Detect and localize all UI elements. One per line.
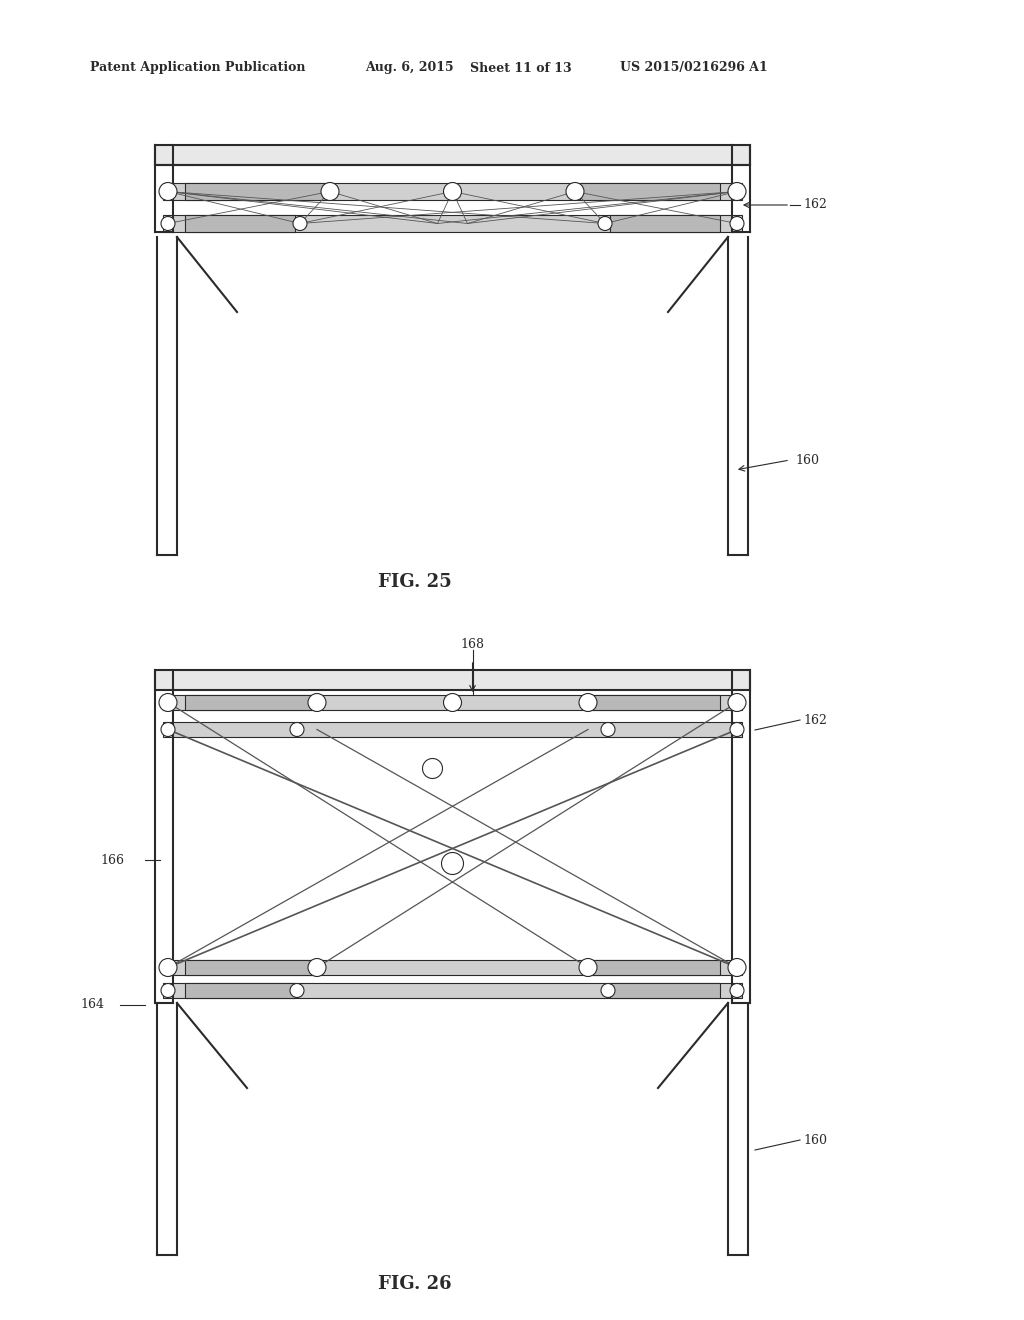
Bar bbox=[155, 145, 750, 165]
Circle shape bbox=[423, 759, 442, 779]
Circle shape bbox=[730, 983, 744, 998]
Bar bbox=[185, 960, 315, 975]
Circle shape bbox=[159, 958, 177, 977]
Bar bbox=[185, 183, 325, 201]
Circle shape bbox=[728, 182, 746, 201]
Circle shape bbox=[730, 722, 744, 737]
Circle shape bbox=[598, 216, 612, 231]
Circle shape bbox=[293, 216, 307, 231]
Text: Aug. 6, 2015: Aug. 6, 2015 bbox=[365, 62, 454, 74]
Text: 166: 166 bbox=[100, 854, 124, 866]
Text: FIG. 25: FIG. 25 bbox=[378, 573, 452, 591]
Bar bbox=[163, 983, 742, 998]
Circle shape bbox=[308, 958, 326, 977]
Circle shape bbox=[566, 182, 584, 201]
Circle shape bbox=[159, 693, 177, 711]
Text: 162: 162 bbox=[803, 714, 826, 726]
Circle shape bbox=[290, 983, 304, 998]
Circle shape bbox=[443, 693, 462, 711]
Bar bbox=[590, 960, 720, 975]
Circle shape bbox=[441, 853, 464, 874]
Circle shape bbox=[601, 722, 615, 737]
Text: FIG. 26: FIG. 26 bbox=[378, 1275, 452, 1294]
Text: Patent Application Publication: Patent Application Publication bbox=[90, 62, 305, 74]
Circle shape bbox=[321, 182, 339, 201]
Bar bbox=[163, 215, 742, 232]
Circle shape bbox=[728, 958, 746, 977]
Text: 160: 160 bbox=[795, 454, 819, 466]
Bar bbox=[163, 696, 742, 710]
Circle shape bbox=[443, 182, 462, 201]
Bar bbox=[155, 671, 750, 690]
Circle shape bbox=[290, 722, 304, 737]
Text: 168: 168 bbox=[461, 639, 484, 652]
Text: Sheet 11 of 13: Sheet 11 of 13 bbox=[470, 62, 571, 74]
Circle shape bbox=[161, 722, 175, 737]
Circle shape bbox=[728, 693, 746, 711]
Bar bbox=[163, 183, 742, 201]
Bar bbox=[590, 696, 720, 710]
Bar bbox=[580, 183, 720, 201]
Bar bbox=[185, 215, 295, 232]
Circle shape bbox=[308, 693, 326, 711]
Bar bbox=[185, 983, 295, 998]
Circle shape bbox=[159, 182, 177, 201]
Bar bbox=[185, 696, 315, 710]
Circle shape bbox=[601, 983, 615, 998]
Bar bbox=[163, 960, 742, 975]
Bar bbox=[610, 215, 720, 232]
Circle shape bbox=[579, 958, 597, 977]
Circle shape bbox=[161, 983, 175, 998]
Bar bbox=[610, 983, 720, 998]
Circle shape bbox=[161, 216, 175, 231]
Circle shape bbox=[730, 216, 744, 231]
Circle shape bbox=[579, 693, 597, 711]
Bar bbox=[163, 722, 742, 737]
Text: 162: 162 bbox=[803, 198, 826, 211]
Text: US 2015/0216296 A1: US 2015/0216296 A1 bbox=[620, 62, 768, 74]
Text: 164: 164 bbox=[80, 998, 104, 1011]
Text: 160: 160 bbox=[803, 1134, 827, 1147]
